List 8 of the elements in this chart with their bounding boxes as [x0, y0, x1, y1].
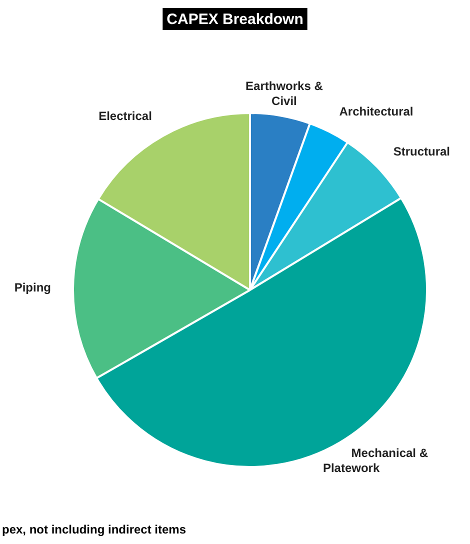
- slice-label: Architectural: [339, 104, 414, 118]
- slice-label: Structural: [393, 144, 450, 158]
- slice-label: Earthworks & Civil: [246, 78, 324, 108]
- text: pex, not including indirect items: [2, 522, 186, 536]
- slice-label: Piping: [14, 280, 52, 294]
- slice-label: Mechanical & Platework: [322, 446, 428, 476]
- slice-label: Electrical: [98, 109, 152, 124]
- chart-title: CAPEX Breakdown: [166, 11, 304, 28]
